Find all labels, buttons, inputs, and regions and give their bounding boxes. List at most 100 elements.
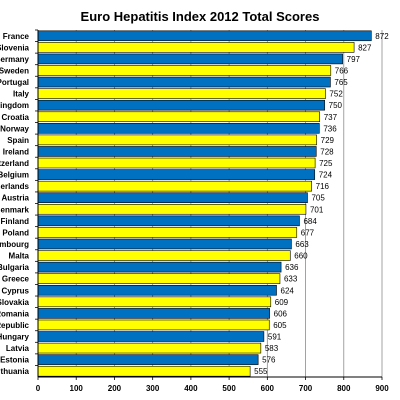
category-label: Portugal xyxy=(0,78,29,87)
category-label: Austria xyxy=(1,194,29,203)
category-label: Norway xyxy=(0,124,29,133)
x-tick-label: 500 xyxy=(222,384,236,393)
x-tick-label: 300 xyxy=(146,384,160,393)
category-label: Romania xyxy=(0,309,30,318)
bar xyxy=(37,365,251,377)
bar xyxy=(37,123,320,134)
data-label: 684 xyxy=(303,217,317,226)
bar xyxy=(37,284,277,296)
category-label: Cyprus xyxy=(1,286,29,295)
data-label: 591 xyxy=(268,333,282,342)
x-tick-label: 400 xyxy=(184,384,198,393)
bar xyxy=(37,169,316,180)
category-label: Slovenia xyxy=(0,43,30,52)
category-label: Hungary xyxy=(0,333,30,342)
data-label: 750 xyxy=(329,101,343,110)
bar xyxy=(37,111,320,123)
category-label: Slovakia xyxy=(0,298,30,307)
data-label: 701 xyxy=(310,205,324,214)
category-label: France xyxy=(3,32,30,41)
bar xyxy=(37,354,259,365)
data-label: 636 xyxy=(285,263,299,272)
bar xyxy=(37,99,325,111)
category-label: tzerland xyxy=(0,159,29,168)
bars xyxy=(37,30,372,377)
category-label: Germany xyxy=(0,55,30,64)
bar xyxy=(37,53,343,65)
bar xyxy=(37,308,270,319)
bar xyxy=(37,273,281,284)
data-label: 583 xyxy=(265,344,279,353)
chart-title: Euro Hepatitis Index 2012 Total Scores xyxy=(81,9,320,24)
bar xyxy=(37,204,307,215)
category-label: herlands xyxy=(0,182,30,191)
x-tick-label: 900 xyxy=(375,384,389,393)
category-label: mbourg xyxy=(0,240,29,249)
bar xyxy=(37,146,317,157)
x-tick-label: 700 xyxy=(299,384,313,393)
data-label: 677 xyxy=(301,228,315,237)
bar xyxy=(37,331,265,342)
bar xyxy=(37,261,282,273)
data-label: 725 xyxy=(319,159,333,168)
bar xyxy=(37,30,372,42)
bar xyxy=(37,157,316,169)
bar xyxy=(37,238,292,250)
data-label: 555 xyxy=(254,367,268,376)
data-label: 663 xyxy=(295,240,309,249)
bar xyxy=(37,296,272,308)
data-label: 797 xyxy=(347,55,361,64)
labels: 0 100 200 300 400 500 600 700 800 900 France 872 Slo… xyxy=(0,32,389,393)
data-label: 827 xyxy=(358,43,372,52)
x-tick-label: 800 xyxy=(337,384,351,393)
category-label: Poland xyxy=(2,228,29,237)
data-label: 736 xyxy=(323,124,337,133)
data-label: 605 xyxy=(273,321,287,330)
category-label: Bulgaria xyxy=(0,263,30,272)
axes xyxy=(35,29,383,380)
category-label: Republic xyxy=(0,321,30,330)
data-label: 872 xyxy=(375,32,389,41)
category-label: Ireland xyxy=(3,147,29,156)
category-label: Kingdom xyxy=(0,101,29,110)
data-label: 765 xyxy=(334,78,348,87)
bar xyxy=(37,65,332,76)
bar xyxy=(37,192,308,203)
data-label: 624 xyxy=(281,286,295,295)
data-label: 737 xyxy=(324,113,338,122)
bar xyxy=(37,134,317,146)
data-label: 633 xyxy=(284,275,298,284)
category-label: Finland xyxy=(1,217,30,226)
bar xyxy=(37,42,355,53)
bar xyxy=(37,180,312,192)
data-label: 752 xyxy=(329,90,343,99)
data-label: 716 xyxy=(316,182,330,191)
x-tick-label: 600 xyxy=(261,384,275,393)
bar xyxy=(37,88,326,99)
data-label: 766 xyxy=(335,66,349,75)
category-label: Croatia xyxy=(1,113,29,122)
category-label: Latvia xyxy=(6,344,30,353)
category-label: Italy xyxy=(13,90,30,99)
category-label: Greece xyxy=(2,275,30,284)
category-label: Sweden xyxy=(0,66,29,75)
category-label: thuania xyxy=(1,367,30,376)
data-label: 606 xyxy=(274,309,288,318)
category-label: Spain xyxy=(7,136,29,145)
data-label: 724 xyxy=(319,171,333,180)
gridlines xyxy=(75,30,383,377)
bar xyxy=(37,319,270,331)
data-label: 705 xyxy=(311,194,325,203)
bar xyxy=(37,227,298,238)
data-label: 609 xyxy=(275,298,289,307)
data-label: 728 xyxy=(320,147,334,156)
data-label: 660 xyxy=(294,252,308,261)
x-tick-label: 100 xyxy=(70,384,84,393)
category-label: Malta xyxy=(9,252,30,261)
bar xyxy=(37,215,300,227)
bar xyxy=(37,76,331,88)
x-tick-label: 0 xyxy=(36,384,41,393)
data-label: 576 xyxy=(262,356,276,365)
data-label: 729 xyxy=(321,136,335,145)
x-tick-label: 200 xyxy=(108,384,122,393)
